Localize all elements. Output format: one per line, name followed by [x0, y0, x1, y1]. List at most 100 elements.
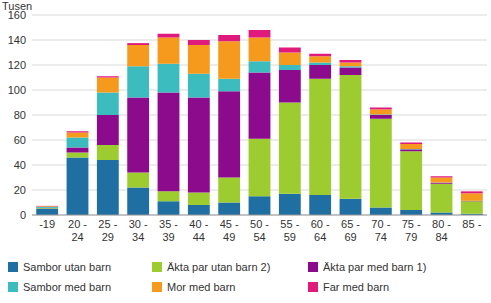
- x-axis: [32, 215, 487, 216]
- bar-segment: [218, 41, 240, 79]
- bar-segment: [218, 35, 240, 41]
- bar-segment: [431, 183, 453, 184]
- x-tick-label: 30 -34: [129, 218, 148, 243]
- x-tick-label: -19: [39, 218, 55, 230]
- bar-segment: [218, 178, 240, 203]
- bar-segment: [36, 207, 58, 208]
- bar-segment: [249, 30, 271, 38]
- bar-segment: [158, 34, 180, 38]
- x-tick-label: 60 -64: [311, 218, 330, 243]
- bar-segment: [461, 201, 483, 214]
- grid-line: [32, 215, 487, 216]
- bar-segment: [158, 191, 180, 201]
- bar-segment: [158, 201, 180, 215]
- bar-segment: [249, 196, 271, 215]
- x-tick-label: 75 -79: [402, 218, 421, 243]
- legend-label: Äkta par utan barn 2): [167, 261, 270, 273]
- bar-segment: [36, 208, 58, 210]
- bar-segment: [249, 38, 271, 62]
- bar-segment: [431, 178, 453, 183]
- y-tick-label: 40: [14, 159, 26, 171]
- y-tick-label: 60: [14, 134, 26, 146]
- bar-segment: [309, 56, 331, 62]
- bar-segment: [158, 38, 180, 64]
- bar-segment: [340, 66, 362, 67]
- bar-segment: [309, 63, 331, 66]
- legend-label: Äkta par med barn 1): [323, 261, 426, 273]
- bar-segment: [158, 64, 180, 93]
- legend-swatch: [8, 262, 18, 272]
- bar-segment: [279, 53, 301, 66]
- x-tick-label: 45 -49: [220, 218, 239, 243]
- bar-segment: [97, 76, 119, 77]
- bar-segment: [431, 184, 453, 213]
- legend-swatch: [152, 262, 162, 272]
- legend-label: Sambor med barn: [23, 281, 111, 293]
- bar-segment: [127, 98, 149, 173]
- bar-segment: [36, 205, 58, 206]
- bar-segment: [158, 93, 180, 192]
- y-tick-label: 120: [8, 59, 26, 71]
- legend-swatch: [8, 282, 18, 292]
- bar-segment: [279, 70, 301, 103]
- x-tick-label: 80 -84: [432, 218, 451, 243]
- bar-segment: [127, 66, 149, 97]
- bar-segment: [340, 63, 362, 67]
- y-tick-label: 0: [20, 209, 26, 221]
- bar-segment: [36, 207, 58, 208]
- bar-segment: [97, 160, 119, 215]
- legend-label: Mor med barn: [167, 281, 235, 293]
- bar-segment: [340, 68, 362, 76]
- bar-segment: [400, 210, 422, 215]
- bar-segment: [97, 145, 119, 160]
- legend-swatch: [308, 262, 318, 272]
- bar-segment: [279, 48, 301, 53]
- x-tick-label: 55 -59: [280, 218, 299, 243]
- bar-segment: [188, 40, 210, 45]
- legend-label: Sambor utan barn: [23, 261, 111, 273]
- bar-segment: [340, 75, 362, 199]
- x-tick-label: 65 -69: [341, 218, 360, 243]
- bar-segment: [461, 193, 483, 201]
- bar-segment: [97, 78, 119, 93]
- legend-swatch: [152, 282, 162, 292]
- bar-segment: [249, 61, 271, 72]
- bar-segment: [400, 151, 422, 210]
- x-tick-label: 50 -54: [250, 218, 269, 243]
- x-tick-label: 85 -: [462, 218, 481, 230]
- bar-segment: [400, 149, 422, 151]
- bar-segment: [188, 74, 210, 98]
- legend-label: Far med barn: [323, 281, 389, 293]
- bar-segment: [279, 194, 301, 215]
- bar-segment: [309, 195, 331, 215]
- y-tick-label: 140: [8, 34, 26, 46]
- x-tick-label: 40 -44: [189, 218, 208, 243]
- bar-segment: [127, 173, 149, 188]
- bar-segment: [279, 103, 301, 194]
- bar-segment: [340, 199, 362, 215]
- bar-segment: [218, 79, 240, 92]
- x-tick-label: 20 -24: [68, 218, 87, 243]
- bars: [36, 30, 483, 215]
- legend-swatch: [308, 282, 318, 292]
- bar-segment: [400, 144, 422, 149]
- x-tick-label: 35 -39: [159, 218, 178, 243]
- bar-segment: [370, 119, 392, 208]
- y-tick-label: 100: [8, 84, 26, 96]
- bar-segment: [67, 138, 89, 148]
- bar-segment: [67, 158, 89, 216]
- bar-segment: [218, 91, 240, 177]
- bar-segment: [67, 131, 89, 132]
- bar-segment: [279, 65, 301, 70]
- bar-segment: [36, 209, 58, 215]
- grid-line: [32, 15, 487, 16]
- bar-segment: [97, 115, 119, 145]
- chart: 020406080100120140160Tusen-1920 -2425 -2…: [0, 0, 491, 303]
- bar-segment: [67, 153, 89, 158]
- bar-segment: [461, 191, 483, 193]
- bar-segment: [370, 109, 392, 114]
- bar-segment: [188, 205, 210, 215]
- bar-segment: [340, 60, 362, 63]
- bar-segment: [309, 79, 331, 195]
- bar-segment: [188, 45, 210, 74]
